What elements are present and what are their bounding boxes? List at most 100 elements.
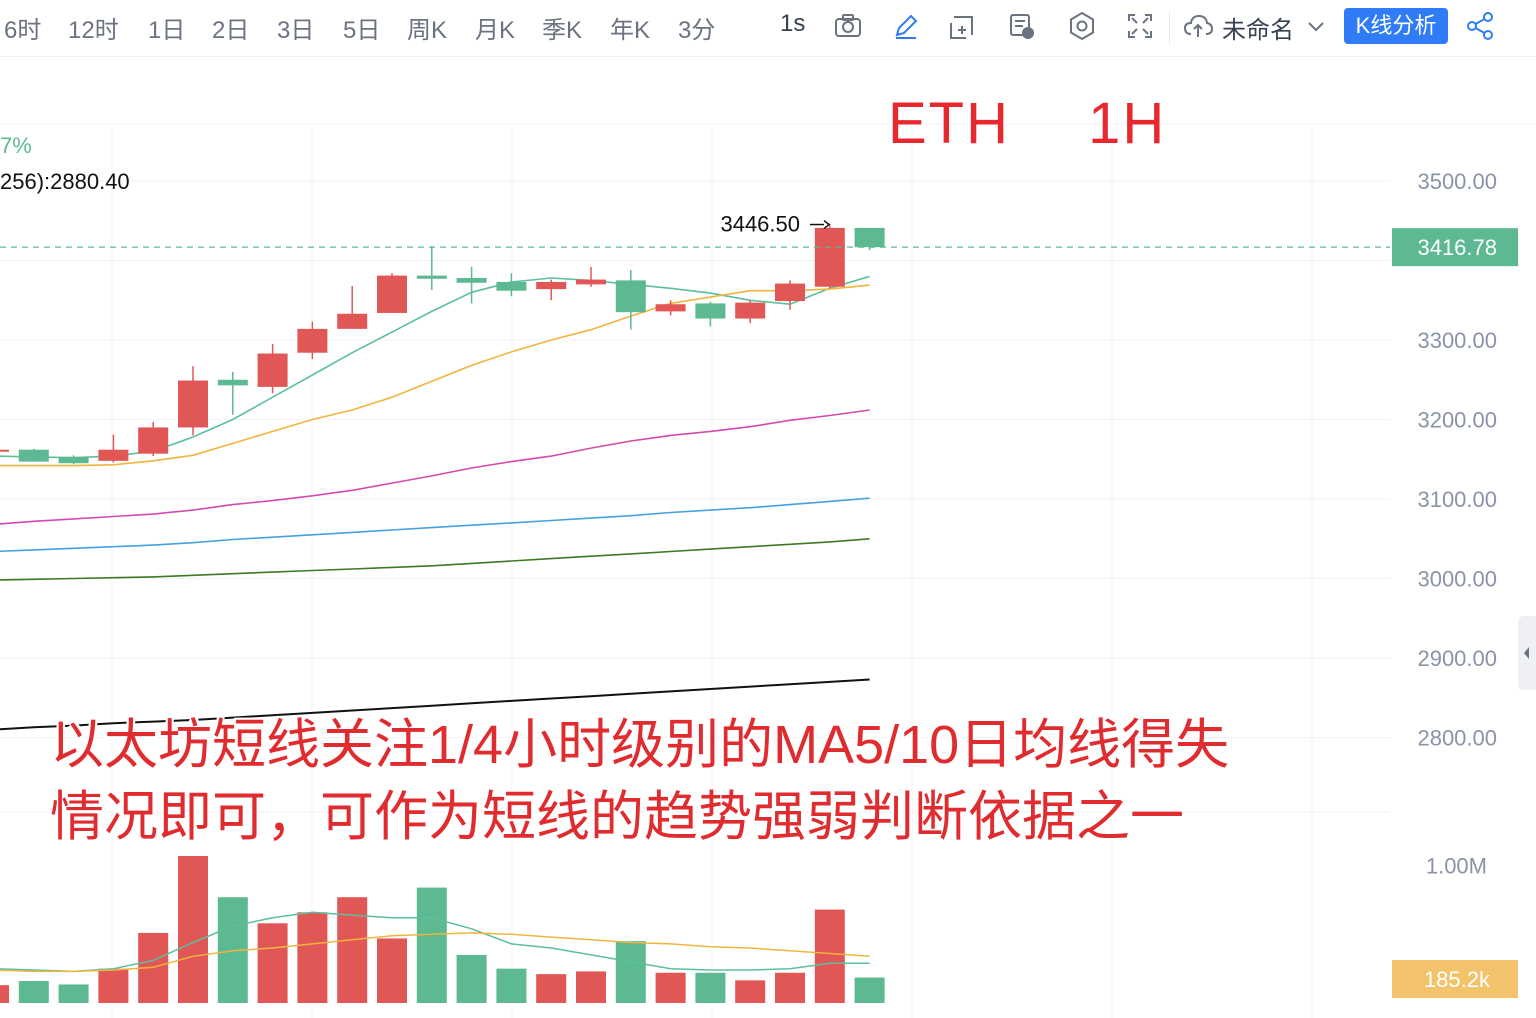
volume-bar bbox=[854, 977, 885, 1003]
candle-body bbox=[735, 302, 766, 319]
candle-body bbox=[854, 227, 885, 248]
interval-tab[interactable]: 5日 bbox=[343, 17, 381, 44]
candle bbox=[18, 448, 49, 462]
refresh-rate-button[interactable]: 1s bbox=[780, 10, 806, 37]
candle bbox=[58, 455, 89, 465]
ma-line-ma30 bbox=[0, 409, 870, 525]
fullscreen-icon[interactable] bbox=[1124, 10, 1156, 42]
volume-bar bbox=[496, 968, 527, 1003]
candle bbox=[138, 421, 169, 457]
chevron-down-icon[interactable] bbox=[1300, 10, 1332, 42]
camera-icon[interactable] bbox=[832, 10, 864, 42]
interval-tab[interactable]: 年K bbox=[610, 17, 651, 44]
legend-ma256-value: 256):2880.40 bbox=[0, 169, 130, 194]
candle bbox=[536, 279, 567, 301]
ma-line-ma10 bbox=[0, 284, 870, 467]
candle-body bbox=[58, 456, 89, 464]
interval-tab[interactable]: 1日 bbox=[148, 17, 186, 44]
panel-collapse-handle[interactable] bbox=[1518, 616, 1536, 690]
y-axis-tick: 2800.00 bbox=[1417, 726, 1497, 751]
volume-bar bbox=[695, 972, 726, 1003]
ma-line-ma120 bbox=[0, 538, 870, 581]
candle bbox=[814, 223, 845, 289]
candle-body bbox=[536, 281, 567, 290]
candle-body bbox=[695, 303, 726, 319]
candle-body bbox=[576, 279, 606, 285]
annotation-title: ETH 1H bbox=[888, 91, 1167, 156]
candle bbox=[416, 246, 447, 290]
candle-body bbox=[138, 427, 169, 454]
candle bbox=[337, 285, 368, 329]
volume-bar bbox=[615, 941, 646, 1003]
candle bbox=[257, 343, 288, 394]
interval-tab[interactable]: 季K bbox=[542, 17, 583, 44]
volume-bar bbox=[178, 855, 208, 1003]
volume-bar bbox=[416, 887, 447, 1003]
volume-bar bbox=[377, 938, 407, 1003]
candle bbox=[0, 449, 9, 452]
kline-analysis-button[interactable]: K线分析 bbox=[1344, 8, 1448, 44]
candle bbox=[217, 371, 248, 415]
candle bbox=[695, 301, 726, 327]
indicator-icon[interactable] bbox=[1006, 10, 1038, 42]
interval-tab[interactable]: 3分 bbox=[678, 17, 716, 44]
volume-bar bbox=[297, 912, 328, 1003]
candle bbox=[456, 266, 487, 304]
candle-body bbox=[217, 379, 248, 386]
interval-tab[interactable]: 3日 bbox=[277, 17, 315, 44]
price-markers: 3446.50 bbox=[0, 212, 1390, 248]
interval-tab[interactable]: 周K bbox=[407, 17, 448, 44]
add-frame-icon[interactable] bbox=[946, 10, 978, 42]
candle bbox=[854, 227, 885, 251]
candlesticks bbox=[0, 223, 885, 465]
volume-bar bbox=[456, 954, 487, 1003]
y-axis-tick: 3000.00 bbox=[1417, 567, 1497, 592]
high-arrow-head bbox=[823, 219, 831, 230]
interval-tab[interactable]: 6时 bbox=[4, 17, 42, 44]
volume-bar bbox=[337, 897, 368, 1003]
price-chart[interactable]: 3500.00 3300.00 3200.00 3100.00 3000.00 2900.… bbox=[0, 56, 1536, 1018]
candle bbox=[377, 273, 407, 313]
interval-tab[interactable]: 12时 bbox=[68, 17, 119, 44]
grid bbox=[0, 123, 1536, 1018]
volume-ma-long bbox=[0, 932, 870, 973]
interval-tab[interactable]: 月K bbox=[475, 17, 516, 44]
volume-ma-short bbox=[0, 911, 870, 973]
candle-body bbox=[655, 304, 686, 312]
candle bbox=[655, 300, 686, 316]
candle-body bbox=[297, 328, 328, 353]
volume-bar bbox=[58, 984, 89, 1003]
ma-line-ma256 bbox=[0, 678, 870, 731]
last-volume-badge bbox=[1392, 960, 1518, 998]
toolbar: 6时 12时 1日 2日 3日 5日 周K 月K 季K 年K 3分 1s 未命名 K线分析 bbox=[0, 0, 1536, 57]
interval-tab[interactable]: 2日 bbox=[212, 17, 250, 44]
volume-bar bbox=[536, 974, 567, 1003]
layout-name[interactable]: 未命名 bbox=[1222, 17, 1294, 44]
last-volume-label: 185.2k bbox=[1424, 967, 1491, 992]
candle-body bbox=[456, 277, 487, 283]
candle bbox=[775, 280, 805, 310]
y-axis-tick: 2900.00 bbox=[1417, 646, 1497, 671]
volume-bar bbox=[257, 923, 288, 1003]
annotation-note-line1: 以太坊短线关注1/4小时级别的MA5/10日均线得失 bbox=[50, 715, 1230, 775]
candle-body bbox=[814, 227, 845, 287]
volume-bar bbox=[655, 972, 686, 1003]
candle bbox=[297, 321, 328, 360]
y-axis-tick: 3300.00 bbox=[1417, 328, 1497, 353]
candle bbox=[178, 366, 208, 436]
pencil-icon[interactable] bbox=[890, 10, 922, 42]
candle bbox=[735, 300, 766, 324]
volume-bar bbox=[98, 968, 129, 1003]
y-axis-tick: 3200.00 bbox=[1417, 408, 1497, 433]
share-icon[interactable] bbox=[1464, 10, 1496, 42]
volume-bar bbox=[18, 981, 49, 1003]
candle-body bbox=[18, 449, 49, 462]
legend-change-percent: 7% bbox=[0, 133, 32, 158]
candle-body bbox=[178, 380, 208, 428]
y-axis-tick: 3500.00 bbox=[1417, 169, 1497, 194]
cloud-upload-icon[interactable] bbox=[1182, 10, 1214, 42]
high-price-label: 3446.50 bbox=[720, 212, 800, 237]
volume-bar bbox=[814, 909, 845, 1003]
settings-icon[interactable] bbox=[1066, 10, 1098, 42]
candle bbox=[615, 270, 646, 330]
